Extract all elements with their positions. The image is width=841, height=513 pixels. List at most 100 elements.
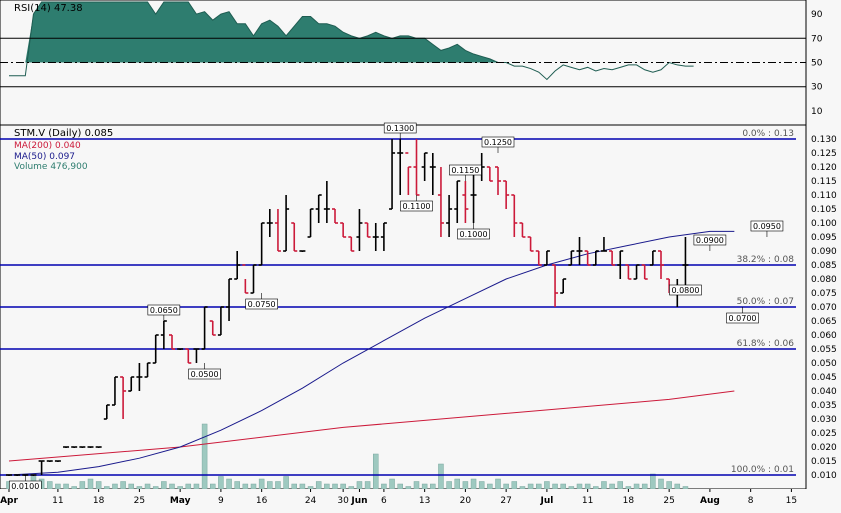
ohlc-bar [307,208,314,238]
volume-bar [128,483,134,490]
ohlc-bar [226,278,233,321]
price-tick-label: 0.020 [811,443,837,453]
annotation-label: 0.1150 [451,166,479,175]
x-tick-label: 8 [748,496,754,506]
volume-bar [487,483,493,490]
annotation-label: 0.1000 [460,230,488,239]
annotation-box [693,234,727,246]
ohlc-bar [120,376,127,419]
ohlc-bar [446,195,453,237]
volume-bar [324,483,330,490]
volume-bar [120,481,126,490]
ohlc-bar [429,153,436,195]
volume-bar [307,486,314,490]
ohlc-bar [641,264,648,280]
volume-bar [511,481,518,490]
annotation-box [400,200,433,212]
volume-bar [503,483,509,490]
price-tick-label: 0.120 [811,163,837,173]
x-tick-label: May [170,496,191,506]
rsi-tick-label: 30 [811,83,823,93]
volume-bar [242,483,249,490]
x-axis-band [0,489,841,509]
volume-bar [161,481,167,490]
ma50-line [8,230,735,476]
ohlc-bar [160,320,167,349]
price-tick-label: 0.055 [811,345,837,355]
volume-bar [177,486,183,490]
price-annotation: 0.0500 [188,363,221,380]
price-tick-label: 0.095 [811,233,837,243]
ohlc-bar [609,250,616,266]
price-legend-volume: Volume 476,900 [14,162,88,172]
ohlc-bar [152,334,159,364]
ohlc-bar [323,181,330,223]
volume-bar [454,478,460,490]
annotation-box [383,122,417,134]
ohlc-bar [95,446,102,448]
rsi-legend: RSI(14) 47.38 [14,3,83,14]
volume-bar [193,483,200,490]
volume-bar [601,481,607,490]
volume-bar [438,463,444,490]
ohlc-bar [79,446,86,448]
x-tick-label: 16 [256,496,268,506]
volume-bar [430,483,436,490]
volume-bar [625,486,632,490]
ohlc-bar [486,166,493,182]
ohlc-bar [454,180,461,223]
volume-bar [144,483,151,490]
ohlc-bar [405,152,412,195]
price-annotation: 0.0700 [726,307,759,324]
price-annotation: 0.0650 [147,304,181,321]
ohlc-bar [511,194,518,237]
volume-bar [544,481,550,490]
ohlc-bar [111,376,118,406]
ohlc-bar [421,152,428,181]
ohlc-bar [356,209,363,251]
annotation-label: 0.0500 [191,370,219,379]
x-tick-label: 13 [419,496,430,506]
ohlc-bar [649,250,656,266]
ohlc-bar [592,250,599,266]
ohlc-bar [519,222,526,238]
volume-bar [552,483,558,490]
price-tick-label: 0.125 [811,149,837,159]
ohlc-bar [177,348,184,350]
volume-bar [446,481,452,490]
volume-bar [389,478,395,490]
volume-bar [55,483,61,490]
volume-bar [364,481,371,490]
ohlc-bar [503,180,510,209]
rsi-fill [9,2,694,63]
volume-bar [348,486,355,490]
ohlc-bar [242,264,249,294]
ohlc-bar [258,222,265,266]
ohlc-bar [136,363,143,391]
volume-bar [527,483,534,490]
annotation-label: 0.0650 [150,306,178,315]
ohlc-bar [30,474,37,476]
ohlc-bar [437,167,444,237]
rsi-line [9,1,694,81]
volume-bar [536,483,542,490]
fib-label: 50.0% : 0.07 [737,297,794,307]
price-tick-label: 0.030 [811,415,837,425]
ohlc-bar [266,209,273,237]
volume-bar [210,483,216,490]
price-annotation: 0.1000 [457,223,490,240]
volume-bar [185,483,192,490]
volume-bar [568,486,575,490]
volume-bar [478,481,485,490]
price-tick-label: 0.110 [811,191,837,201]
ohlc-bar [201,306,208,350]
price-tick-label: 0.045 [811,373,837,383]
ohlc-bar [462,181,469,223]
ohlc-bar [584,250,591,266]
fib-label: 38.2% : 0.08 [737,255,795,265]
ohlc-bar [46,460,53,462]
volume-bar [356,481,363,490]
ohlc-bar [169,334,175,350]
ohlc-bar [332,208,338,224]
ohlc-bar [625,264,632,280]
